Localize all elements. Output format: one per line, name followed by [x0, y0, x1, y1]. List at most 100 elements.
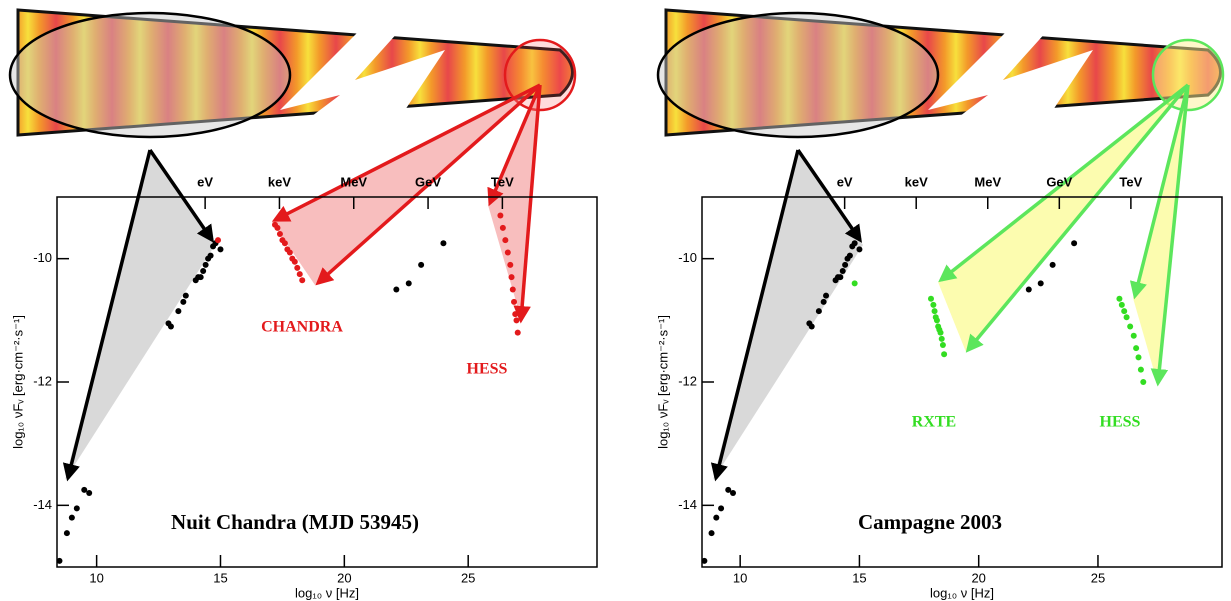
data-point: [175, 308, 182, 315]
jet-illustration: [656, 8, 1225, 482]
data-point: [197, 274, 204, 281]
x-tick-label: 10: [733, 570, 747, 585]
data-point: [182, 292, 189, 299]
data-point: [281, 240, 288, 247]
annotation: CHANDRA: [261, 319, 343, 336]
data-point: [286, 249, 293, 256]
data-point: [86, 490, 93, 496]
data-point: [81, 486, 88, 493]
data-point: [509, 286, 516, 293]
data-point: [507, 261, 514, 268]
data-point: [820, 298, 827, 305]
data-point: [294, 264, 301, 271]
data-point: [701, 557, 708, 564]
data-point: [508, 274, 515, 281]
data-point: [937, 329, 944, 336]
data-point: [708, 530, 715, 537]
data-point: [56, 557, 63, 564]
data-point: [1071, 240, 1078, 247]
data-point: [167, 323, 174, 330]
x-tick-label: 25: [1091, 570, 1105, 585]
data-point: [202, 261, 209, 268]
data-point: [718, 505, 725, 512]
data-point: [725, 486, 732, 493]
data-point: [393, 286, 400, 293]
y-axis-label: log₁₀ νFᵥ [erg·cm⁻²·s⁻¹]: [655, 315, 670, 449]
data-point: [856, 246, 863, 253]
chart-title: Campagne 2003: [858, 510, 1002, 534]
data-point: [514, 329, 521, 336]
data-point: [1049, 261, 1056, 268]
data-point: [180, 298, 187, 305]
data-point: [504, 249, 511, 256]
x-tick-label: 10: [89, 570, 103, 585]
y-axis-label: log₁₀ νFᵥ [erg·cm⁻²·s⁻¹]: [10, 315, 25, 449]
chart-title: Nuit Chandra (MJD 53945): [171, 510, 419, 534]
top-tick-label: GeV: [415, 174, 441, 189]
top-tick-label: eV: [837, 174, 853, 189]
data-point: [512, 311, 519, 318]
x-tick-label: 25: [461, 570, 475, 585]
data-point: [63, 530, 70, 537]
data-point: [1025, 286, 1032, 293]
x-tick-label: 20: [337, 570, 351, 585]
x-tick-label: 15: [213, 570, 227, 585]
x-tick-label: 15: [852, 570, 866, 585]
data-point: [68, 514, 75, 521]
data-point: [1116, 295, 1123, 302]
data-point: [1135, 354, 1142, 361]
data-point: [939, 342, 946, 348]
data-point: [730, 490, 737, 496]
top-tick-label: MeV: [340, 174, 367, 189]
top-tick-label: MeV: [974, 174, 1001, 189]
data-point: [851, 280, 858, 287]
data-point: [1118, 301, 1125, 308]
data-point: [933, 317, 940, 324]
top-tick-label: eV: [197, 174, 213, 189]
data-point: [276, 231, 283, 237]
y-tick-label: -12: [678, 373, 697, 388]
data-point: [1037, 280, 1044, 287]
top-tick-label: GeV: [1046, 174, 1072, 189]
data-point: [299, 277, 306, 284]
data-point: [938, 335, 945, 342]
data-point: [1133, 345, 1140, 352]
y-tick-label: -10: [33, 250, 52, 265]
data-point: [713, 514, 720, 521]
y-tick-label: -10: [678, 250, 697, 265]
data-point: [1123, 314, 1130, 321]
data-point: [1130, 332, 1137, 339]
data-point: [513, 317, 520, 324]
data-point: [502, 237, 509, 244]
data-point: [497, 212, 504, 219]
annotation: RXTE: [912, 414, 956, 431]
annotation: HESS: [1100, 414, 1141, 431]
data-point: [930, 301, 937, 308]
data-point: [927, 295, 934, 302]
data-point: [499, 224, 506, 231]
data-point: [296, 271, 303, 278]
annotation: HESS: [467, 361, 508, 378]
top-tick-label: keV: [268, 174, 291, 189]
data-point: [851, 240, 858, 247]
data-point: [837, 274, 844, 281]
data-point: [405, 280, 412, 287]
data-point: [839, 268, 846, 274]
data-point: [931, 308, 938, 315]
data-point: [823, 292, 830, 299]
data-point: [1137, 366, 1144, 373]
jet-illustration: [8, 8, 577, 482]
data-point: [1121, 308, 1128, 315]
data-point: [200, 268, 207, 274]
data-point: [511, 298, 518, 305]
y-tick-label: -12: [33, 373, 52, 388]
data-point: [808, 323, 815, 330]
data-point: [815, 308, 822, 315]
x-tick-label: 20: [971, 570, 985, 585]
y-tick-label: -14: [678, 497, 697, 512]
data-point: [217, 246, 224, 253]
data-point: [1140, 379, 1147, 385]
data-point: [215, 237, 222, 244]
y-tick-label: -14: [33, 497, 52, 512]
